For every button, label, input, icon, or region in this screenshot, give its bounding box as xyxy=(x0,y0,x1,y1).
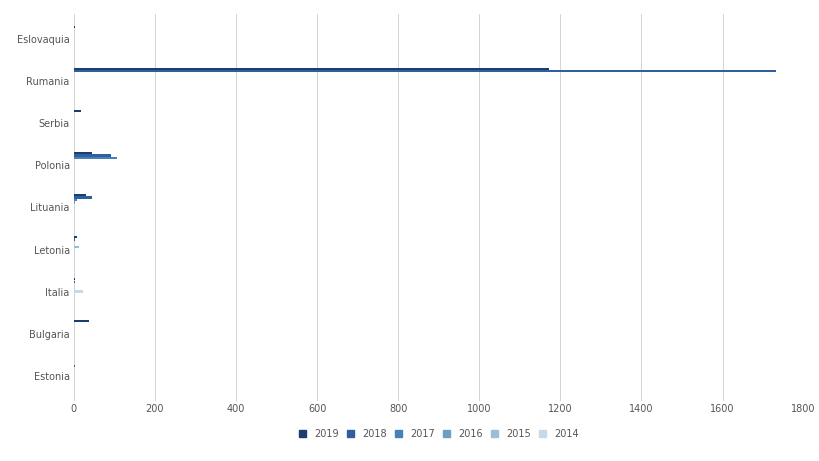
Bar xyxy=(74,196,92,199)
Bar xyxy=(74,278,75,280)
Legend: 2019, 2018, 2017, 2016, 2015, 2014: 2019, 2018, 2017, 2016, 2015, 2014 xyxy=(294,425,582,443)
Bar xyxy=(74,70,775,72)
Bar xyxy=(74,365,75,367)
Bar xyxy=(74,320,89,323)
Bar xyxy=(74,194,86,196)
Bar xyxy=(74,152,93,154)
Bar xyxy=(74,238,75,241)
Bar xyxy=(74,154,111,157)
Bar xyxy=(74,199,77,201)
Bar xyxy=(74,246,79,248)
Bar xyxy=(74,236,76,238)
Bar xyxy=(74,157,117,159)
Bar xyxy=(74,290,83,293)
Bar xyxy=(74,68,548,70)
Bar xyxy=(74,110,80,112)
Bar xyxy=(74,280,75,283)
